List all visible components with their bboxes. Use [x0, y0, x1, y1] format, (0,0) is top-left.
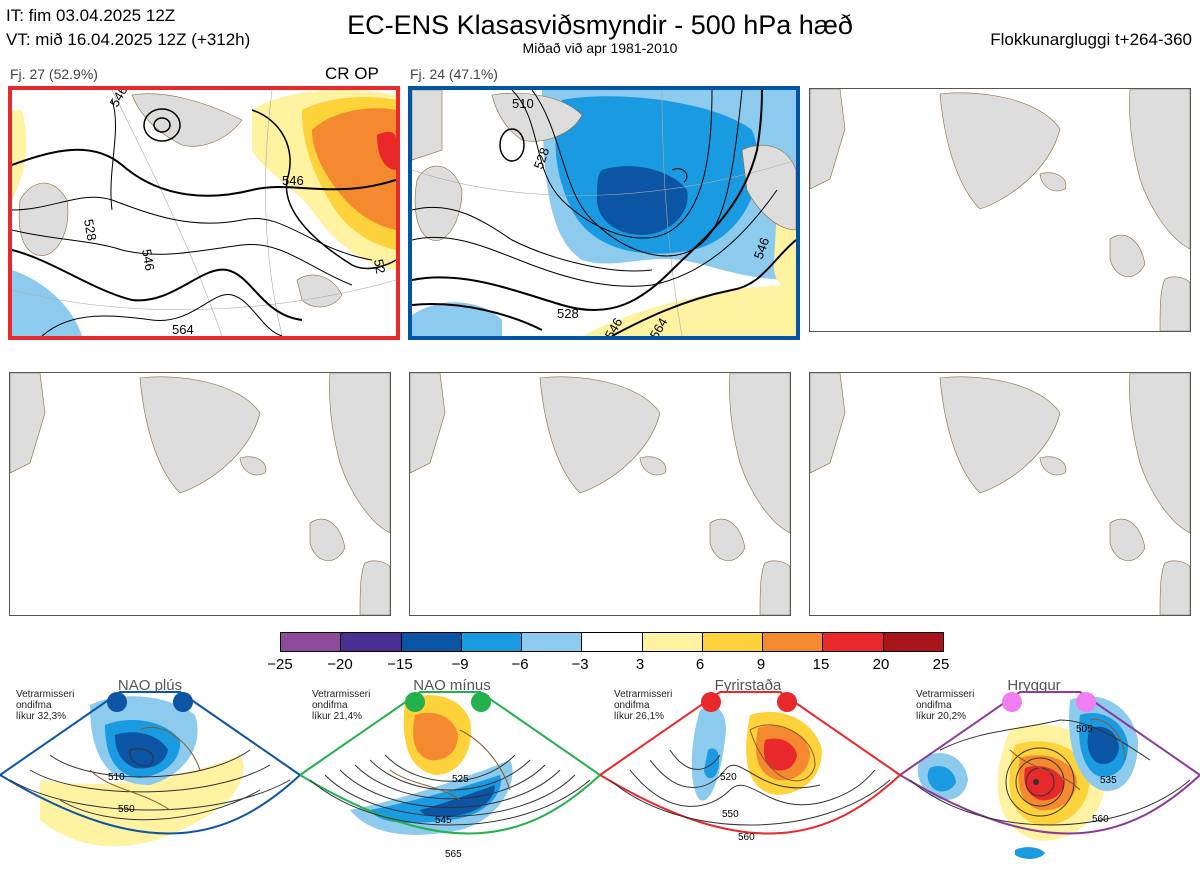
colorbar-tick: 25: [932, 656, 950, 673]
regime-title: Fyrirstaða: [714, 677, 782, 694]
regime-map-hryggur: 505 535 560: [900, 691, 1200, 859]
init-time: IT: fim 03.04.2025 12Z: [6, 6, 176, 25]
colorbar-tick: 3: [635, 656, 645, 673]
regime-map-nao-minus: 525 545 565: [300, 691, 600, 860]
empty-map-panel: [409, 372, 791, 616]
colorbar-swatch: [763, 633, 824, 651]
colorbar-tick: 15: [812, 656, 830, 673]
regime-title: NAO mínus: [413, 677, 491, 694]
colorbar-swatch: [281, 633, 342, 651]
empty-map-5: [410, 373, 790, 615]
regime-contour-label: 510: [108, 772, 125, 783]
cluster-panel-2: 528 546 564 528 546 510: [408, 86, 800, 340]
contour-label: 546: [107, 90, 131, 110]
contour-label: 528: [557, 306, 579, 321]
regime-note: Vetrarmisseri ondifma líkur 21,4%: [312, 689, 371, 722]
regime-dot: [107, 692, 127, 712]
panel-1-label: Fj. 27 (52.9%): [10, 66, 98, 82]
empty-map-6: [810, 373, 1190, 615]
empty-map-panel: [809, 372, 1191, 616]
cluster-map-1: 528 546 546 564 546 52: [12, 90, 396, 336]
regime-dot: [1002, 692, 1022, 712]
contour-label: 546: [282, 173, 304, 188]
panel-2-label: Fj. 24 (47.1%): [410, 66, 498, 82]
empty-map-4: [10, 373, 390, 615]
empty-map-3: [810, 89, 1190, 331]
colorbar-tick: −15: [387, 656, 413, 673]
empty-map-panel: [809, 88, 1191, 332]
regime-dot: [1076, 692, 1096, 712]
page-subtitle: Miðað við apr 1981-2010: [522, 40, 678, 56]
contour-label: 528: [81, 218, 100, 242]
regime-map-nao-plus: 510 550: [0, 691, 300, 847]
regime-dot: [471, 692, 491, 712]
colorbar-swatch: [461, 633, 523, 651]
regime-note: Vetrarmisseri ondifma líkur 32,3%: [16, 689, 75, 722]
colorbar-tick: 20: [872, 656, 890, 673]
regime-contour-label: 505: [1076, 724, 1093, 735]
colorbar-tick: −6: [511, 656, 529, 673]
colorbar-tick: −9: [451, 656, 469, 673]
colorbar-swatch: [522, 633, 583, 651]
colorbar-swatch: [582, 633, 643, 651]
cluster-panel-1: 528 546 546 564 546 52: [8, 86, 400, 340]
classification-window: Flokkunargluggi t+264-360: [990, 30, 1192, 49]
valid-time: VT: mið 16.04.2025 12Z (+312h): [6, 30, 251, 49]
regime-contour-label: 535: [1100, 775, 1117, 786]
regime-dot: [173, 692, 193, 712]
colorbar-swatch: [883, 633, 943, 651]
colorbar-tick: −25: [267, 656, 293, 673]
contour-label: 510: [512, 96, 534, 111]
colorbar-swatch: [823, 633, 884, 651]
contour-label: 52: [371, 258, 388, 275]
colorbar-swatch: [341, 633, 402, 651]
regime-contour-label: 550: [118, 804, 135, 815]
regime-contour-label: 520: [720, 772, 737, 783]
empty-map-panel: [9, 372, 391, 616]
regime-contour-label: 550: [722, 809, 739, 820]
contour-label: 546: [751, 236, 773, 262]
contour-label: 546: [139, 248, 158, 272]
regime-contour-label: 560: [1092, 814, 1109, 825]
anomaly-colorbar: [280, 632, 944, 652]
colorbar-tick: −20: [327, 656, 353, 673]
regime-title: NAO plús: [117, 677, 183, 694]
regime-contour-label: 565: [445, 849, 462, 860]
regime-contour-label: 525: [452, 774, 469, 785]
panel-1-tags: CR OP: [325, 64, 379, 83]
page-title: EC-ENS Klasasviðsmyndir - 500 hPa hæð: [347, 10, 853, 40]
cluster-map-2: 528 546 564 528 546 510: [412, 90, 796, 336]
colorbar-tick: 9: [756, 656, 766, 673]
regime-map-fyrirstada: 520 550 560: [600, 691, 900, 843]
regime-dot: [777, 692, 797, 712]
colorbar-tick: −3: [571, 656, 589, 673]
contour-label: 564: [172, 322, 194, 336]
regime-note: Vetrarmisseri ondifma líkur 20,2%: [916, 689, 975, 722]
regime-contour-label: 545: [435, 815, 452, 826]
contour-label: 528: [531, 146, 553, 172]
regime-dot: [701, 692, 721, 712]
regime-dot: [405, 692, 425, 712]
regime-note: Vetrarmisseri ondifma líkur 26,1%: [614, 689, 673, 722]
colorbar-swatch: [642, 633, 703, 651]
colorbar-swatch: [702, 633, 764, 651]
regime-title: Hryggur: [1007, 677, 1061, 694]
colorbar-swatch: [401, 633, 462, 651]
colorbar-tick: 6: [695, 656, 705, 673]
regime-contour-label: 560: [738, 832, 755, 843]
